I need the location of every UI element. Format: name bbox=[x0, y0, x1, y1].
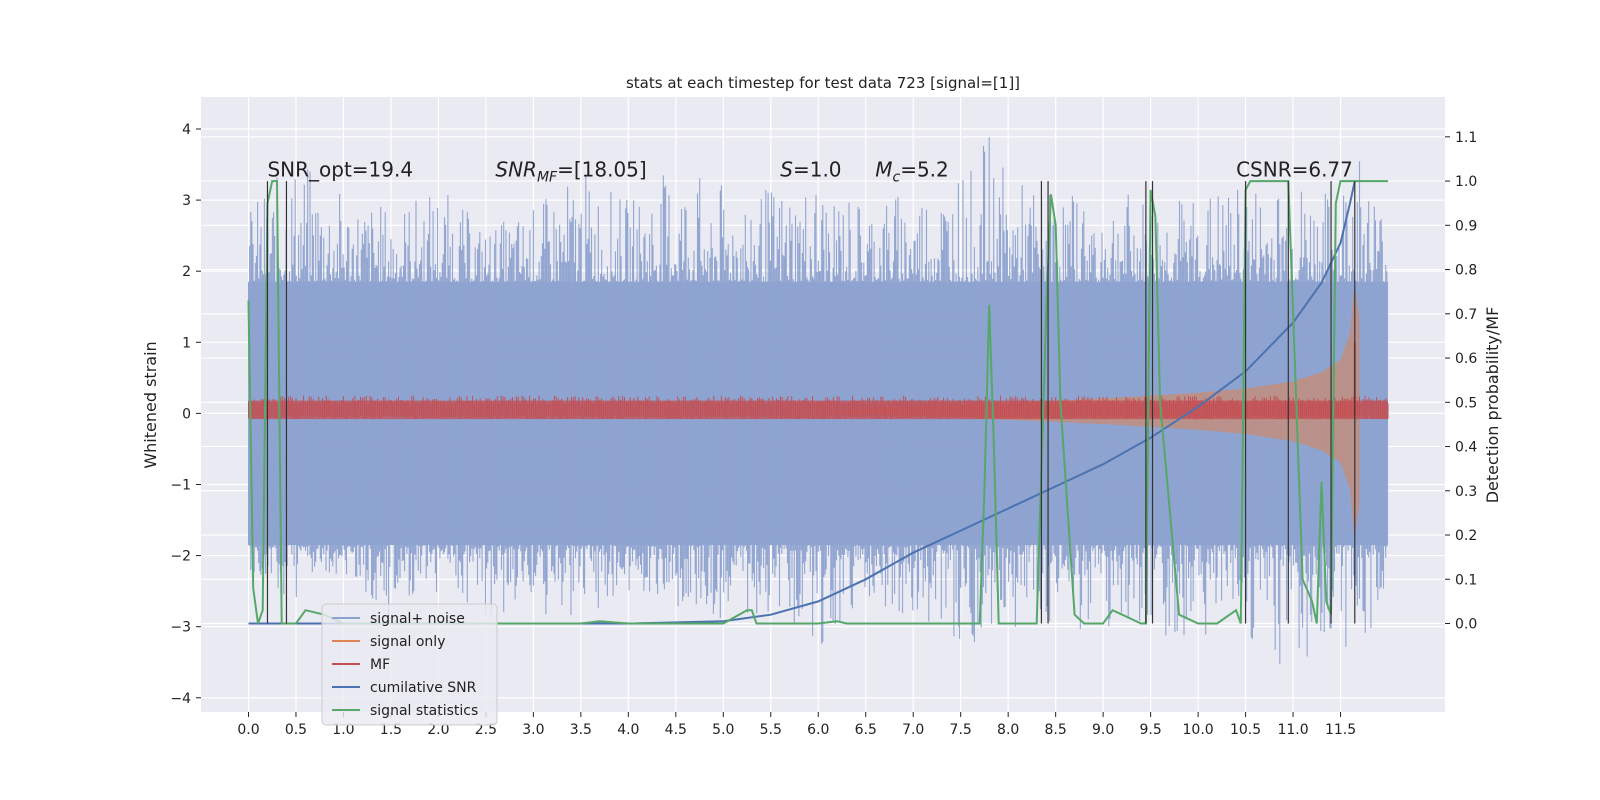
legend-label: MF bbox=[370, 657, 390, 673]
legend-box bbox=[321, 603, 498, 726]
legend-label: signal statistics bbox=[370, 703, 478, 719]
annotation-text: SNRMF=[18.05] bbox=[495, 158, 646, 186]
y-axis-right: 0.0 0.1 0.2 0.3 0.4 0.5 0.6 0.7 0.8 0.9 1.0 1.1 bbox=[1445, 130, 1477, 633]
annotations: SNR_opt=19.4 SNRMF=[18.05] S=1.0 Mc=5.2 CSNR… bbox=[267, 158, 1352, 186]
x-tick-label: 7.5 bbox=[950, 722, 972, 738]
x-tick-label: 8.0 bbox=[997, 722, 1019, 738]
x-axis: 0.0 0.5 1.0 1.5 2.0 2.5 3.0 3.5 4.0 4.5 5.0 5.5 6.0 6… bbox=[237, 712, 1356, 738]
x-tick-label: 10.5 bbox=[1230, 722, 1261, 738]
x-tick-label: 8.5 bbox=[1045, 722, 1067, 738]
legend-label: signal only bbox=[370, 634, 445, 650]
x-tick-label: 0.5 bbox=[285, 722, 307, 738]
legend-label: signal+ noise bbox=[370, 611, 465, 627]
annotation-text: SNR_opt=19.4 bbox=[267, 158, 413, 182]
y-left-tick-label: 4 bbox=[182, 122, 191, 138]
y-right-tick-label: 0.9 bbox=[1455, 218, 1477, 234]
x-tick-label: 11.5 bbox=[1325, 722, 1356, 738]
chart-title: stats at each timestep for test data 723… bbox=[626, 74, 1020, 92]
x-tick-label: 1.0 bbox=[332, 722, 354, 738]
x-tick-label: 2.5 bbox=[475, 722, 497, 738]
legend: signal+ noise signal only MF cumilative SNR… bbox=[321, 603, 498, 726]
y-axis-right-label: Detection probability/MF bbox=[1483, 307, 1502, 504]
y-right-tick-label: 0.5 bbox=[1455, 395, 1477, 411]
y-axis-left: −4 −3 −2 −1 0 1 2 3 4 bbox=[170, 122, 201, 707]
x-tick-label: 9.5 bbox=[1139, 722, 1161, 738]
y-left-tick-label: 3 bbox=[182, 193, 191, 209]
y-right-tick-label: 0.2 bbox=[1455, 528, 1477, 544]
y-left-tick-label: 0 bbox=[182, 406, 191, 422]
x-tick-label: 3.5 bbox=[570, 722, 592, 738]
y-left-tick-label: −3 bbox=[170, 620, 191, 636]
x-tick-label: 5.5 bbox=[760, 722, 782, 738]
y-right-tick-label: 0.3 bbox=[1455, 484, 1477, 500]
mf-line bbox=[248, 395, 1389, 420]
y-left-tick-label: 2 bbox=[182, 264, 191, 280]
y-right-tick-label: 0.6 bbox=[1455, 351, 1477, 367]
y-right-tick-label: 0.4 bbox=[1455, 440, 1477, 456]
x-tick-label: 4.0 bbox=[617, 722, 639, 738]
legend-label: cumilative SNR bbox=[370, 680, 477, 696]
x-tick-label: 2.0 bbox=[427, 722, 449, 738]
y-axis-left-label: Whitened strain bbox=[141, 341, 160, 468]
x-tick-label: 0.0 bbox=[237, 722, 259, 738]
y-right-tick-label: 1.1 bbox=[1455, 130, 1477, 146]
x-tick-label: 1.5 bbox=[380, 722, 402, 738]
annotation-text: CSNR=6.77 bbox=[1236, 158, 1353, 182]
y-left-tick-label: 1 bbox=[182, 335, 191, 351]
cumulative-snr-line bbox=[248, 180, 1356, 625]
annotation-text: S=1.0 bbox=[780, 158, 841, 182]
x-tick-label: 10.0 bbox=[1183, 722, 1214, 738]
x-tick-label: 11.0 bbox=[1277, 722, 1308, 738]
x-tick-label: 6.5 bbox=[855, 722, 877, 738]
y-left-tick-label: −4 bbox=[170, 691, 191, 707]
y-right-tick-label: 0.7 bbox=[1455, 307, 1477, 323]
y-right-tick-label: 1.0 bbox=[1455, 174, 1477, 190]
y-right-tick-label: 0.0 bbox=[1455, 617, 1477, 633]
y-right-tick-label: 0.1 bbox=[1455, 572, 1477, 588]
plot-area bbox=[247, 137, 1389, 665]
annotation-text: Mc=5.2 bbox=[875, 158, 949, 186]
y-left-tick-label: −2 bbox=[170, 549, 191, 565]
x-tick-label: 3.0 bbox=[522, 722, 544, 738]
y-left-tick-label: −1 bbox=[170, 477, 191, 493]
x-tick-label: 6.0 bbox=[807, 722, 829, 738]
y-right-tick-label: 0.8 bbox=[1455, 263, 1477, 279]
x-tick-label: 4.5 bbox=[665, 722, 687, 738]
x-tick-label: 7.0 bbox=[902, 722, 924, 738]
x-tick-label: 5.0 bbox=[712, 722, 734, 738]
x-tick-label: 9.0 bbox=[1092, 722, 1114, 738]
